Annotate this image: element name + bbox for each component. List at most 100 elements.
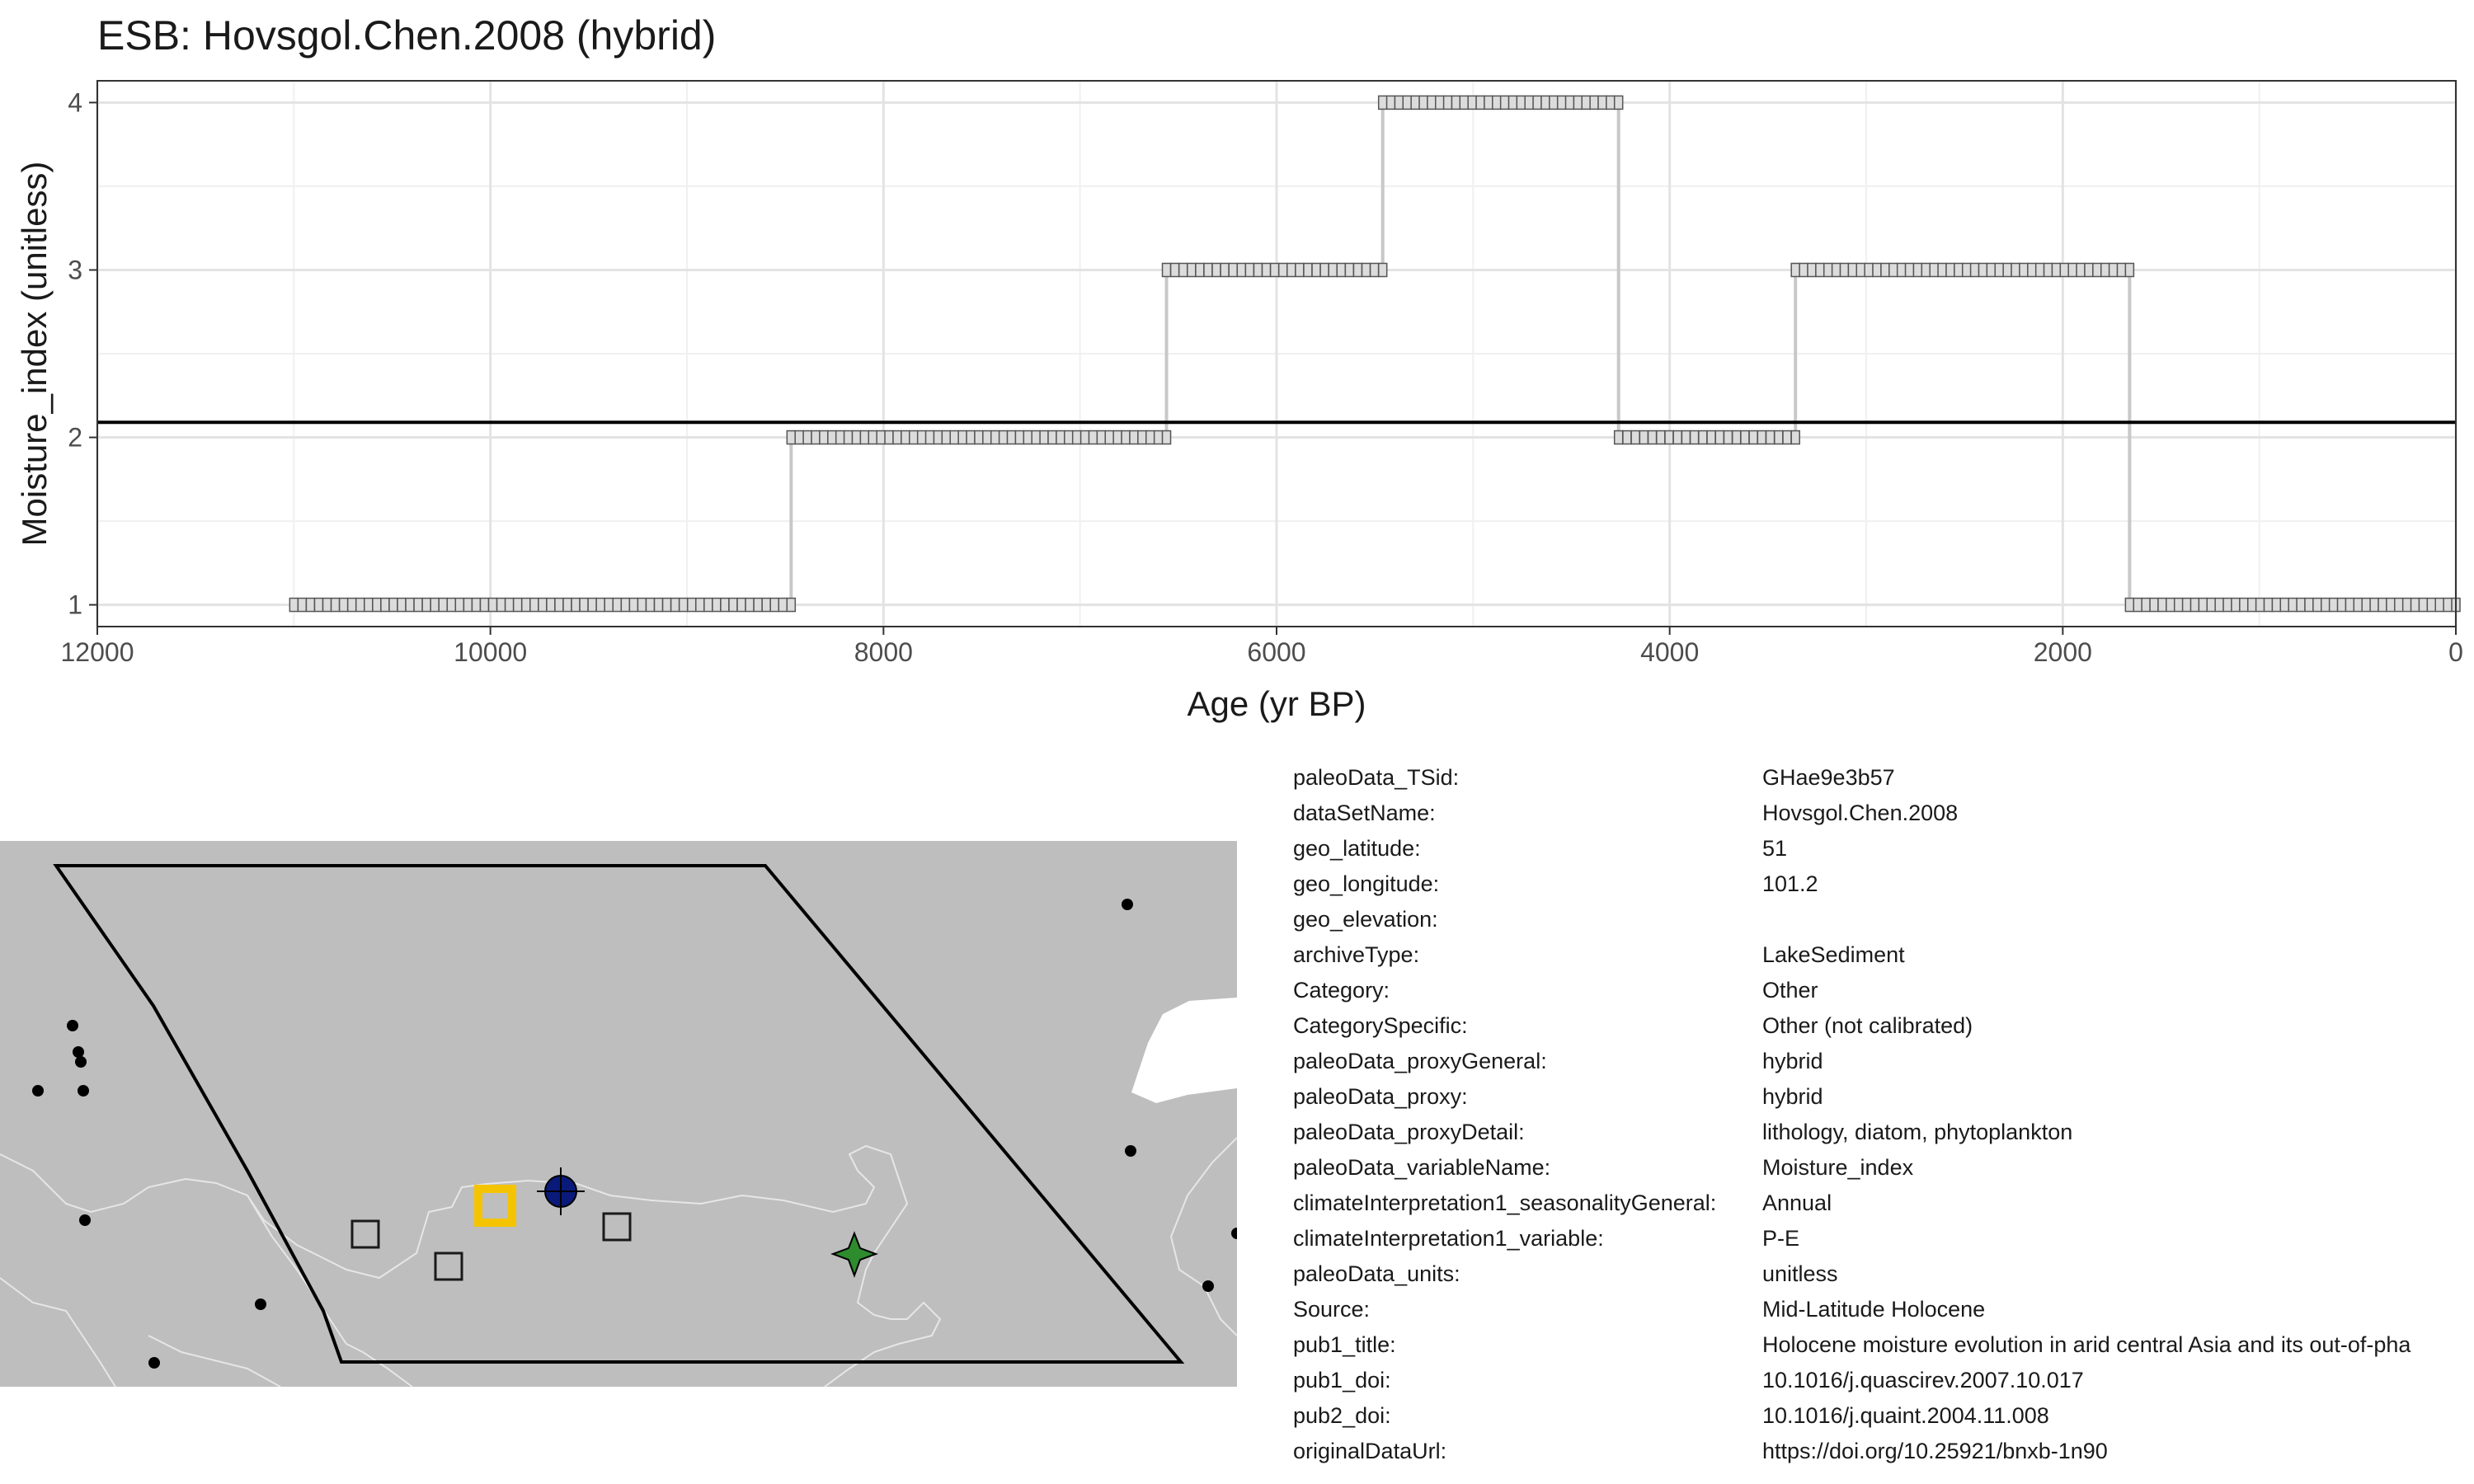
data-point [1799,262,1808,278]
data-point [876,430,886,445]
y-tick-label: 1 [68,590,82,620]
data-point [289,597,299,613]
data-point [1516,95,1526,110]
data-point [802,430,812,445]
data-point [538,597,548,613]
metadata-key: paleoData_variableName: [1293,1155,1551,1180]
data-point [1336,262,1347,278]
data-point [1203,262,1213,278]
data-point [941,430,952,445]
metadata-key: CategorySpecific: [1293,1013,1468,1038]
data-point [1031,430,1041,445]
data-point [1929,262,1939,278]
data-point [2076,262,2086,278]
data-point [1319,262,1329,278]
metadata-value: Other [1762,978,1818,1003]
metadata-value: hybrid [1762,1049,1823,1073]
data-point [2361,597,2371,613]
metadata-value: lithology, diatom, phytoplankton [1762,1120,2073,1144]
data-point [330,597,341,613]
data-point [1484,95,1493,110]
data-point [1145,430,1155,445]
data-point [1864,262,1874,278]
data-point [2141,597,2151,613]
data-point [2410,597,2420,613]
data-point [1244,262,1255,278]
data-point [859,430,870,445]
site-dot [255,1298,266,1310]
data-point [1549,95,1559,110]
data-point [1178,262,1188,278]
data-point [512,597,523,613]
data-point [1581,95,1592,110]
y-tick-label: 2 [68,423,82,453]
data-point [1524,95,1534,110]
data-point [786,430,797,445]
data-point [990,430,1000,445]
data-point [736,597,746,613]
axis-ticks: 12000 10000 8000 6000 4000 2000 0 1 2 3 4 [61,87,2463,667]
data-point [322,597,332,613]
data-point [579,597,589,613]
site-dot [78,1085,89,1097]
data-point [1831,262,1841,278]
data-point [827,430,837,445]
data-point [678,597,689,613]
metadata-value: Moisture_index [1762,1155,1914,1180]
data-point [1187,262,1197,278]
data-point [2157,597,2167,613]
site-square [602,1212,632,1242]
data-point [1499,95,1510,110]
data-point [2173,597,2184,613]
data-point [612,597,623,613]
data-point [364,597,374,613]
map-sea [1131,998,1237,1103]
data-point [1630,430,1640,445]
data-point [695,597,705,613]
target-site-square [474,1185,516,1227]
data-point [1573,95,1583,110]
metadata-table: paleoData_TSid: GHae9e3b57 dataSetName: Hov… [1293,760,2474,1477]
data-point [1954,262,1964,278]
metadata-value: Mid-Latitude Holocene [1762,1297,1986,1322]
data-point [1096,430,1107,445]
metadata-key: originalDataUrl: [1293,1439,1447,1463]
data-point [604,597,614,613]
x-axis-title: Age (yr BP) [1187,684,1366,723]
site-dot [1125,1145,1136,1157]
data-point [380,597,390,613]
data-point [1672,430,1682,445]
data-point [2271,597,2282,613]
data-point [1597,95,1607,110]
data-point [1986,262,1997,278]
data-point [430,597,440,613]
data-point [1681,430,1691,445]
metadata-value: 10.1016/j.quaint.2004.11.008 [1762,1403,2049,1428]
data-point [2059,262,2070,278]
data-point [1014,430,1025,445]
data-point [924,430,935,445]
data-point [2189,597,2200,613]
data-point [811,430,821,445]
data-point [901,430,910,445]
data-point [1723,430,1733,445]
data-point [562,597,572,613]
metadata-key: paleoData_TSid: [1293,765,1460,790]
data-point [2246,597,2257,613]
data-point [1731,430,1742,445]
data-point [1937,262,1947,278]
site-square [434,1252,463,1281]
metadata-value: hybrid [1762,1084,1823,1109]
data-point [1047,430,1057,445]
map-dots [32,899,1237,1369]
data-point [529,597,539,613]
data-point [346,597,357,613]
data-point [388,597,398,613]
data-point [769,597,779,613]
data-point [2027,262,2037,278]
data-point [1564,95,1575,110]
data-point [2043,262,2053,278]
data-point [1698,430,1708,445]
data-point [2002,262,2012,278]
metadata-key: pub1_doi: [1293,1368,1391,1392]
